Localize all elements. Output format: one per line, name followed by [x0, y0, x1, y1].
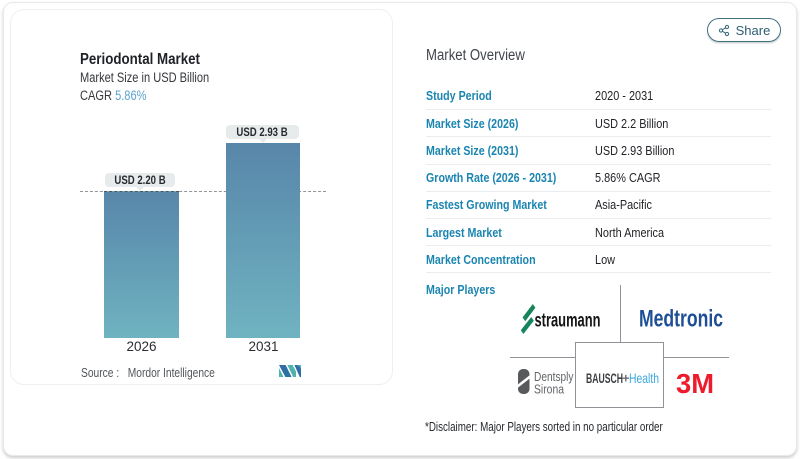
svg-text:Sirona: Sirona — [534, 383, 564, 396]
svg-text:straumann: straumann — [535, 311, 601, 332]
svg-text:Dentsply: Dentsply — [534, 370, 574, 384]
svg-text:Medtronic: Medtronic — [639, 306, 723, 332]
svg-text:BAUSCH: BAUSCH — [586, 370, 623, 386]
svg-text:3M: 3M — [676, 369, 714, 395]
svg-text:Health: Health — [629, 370, 659, 386]
svg-text:+: + — [622, 371, 630, 386]
